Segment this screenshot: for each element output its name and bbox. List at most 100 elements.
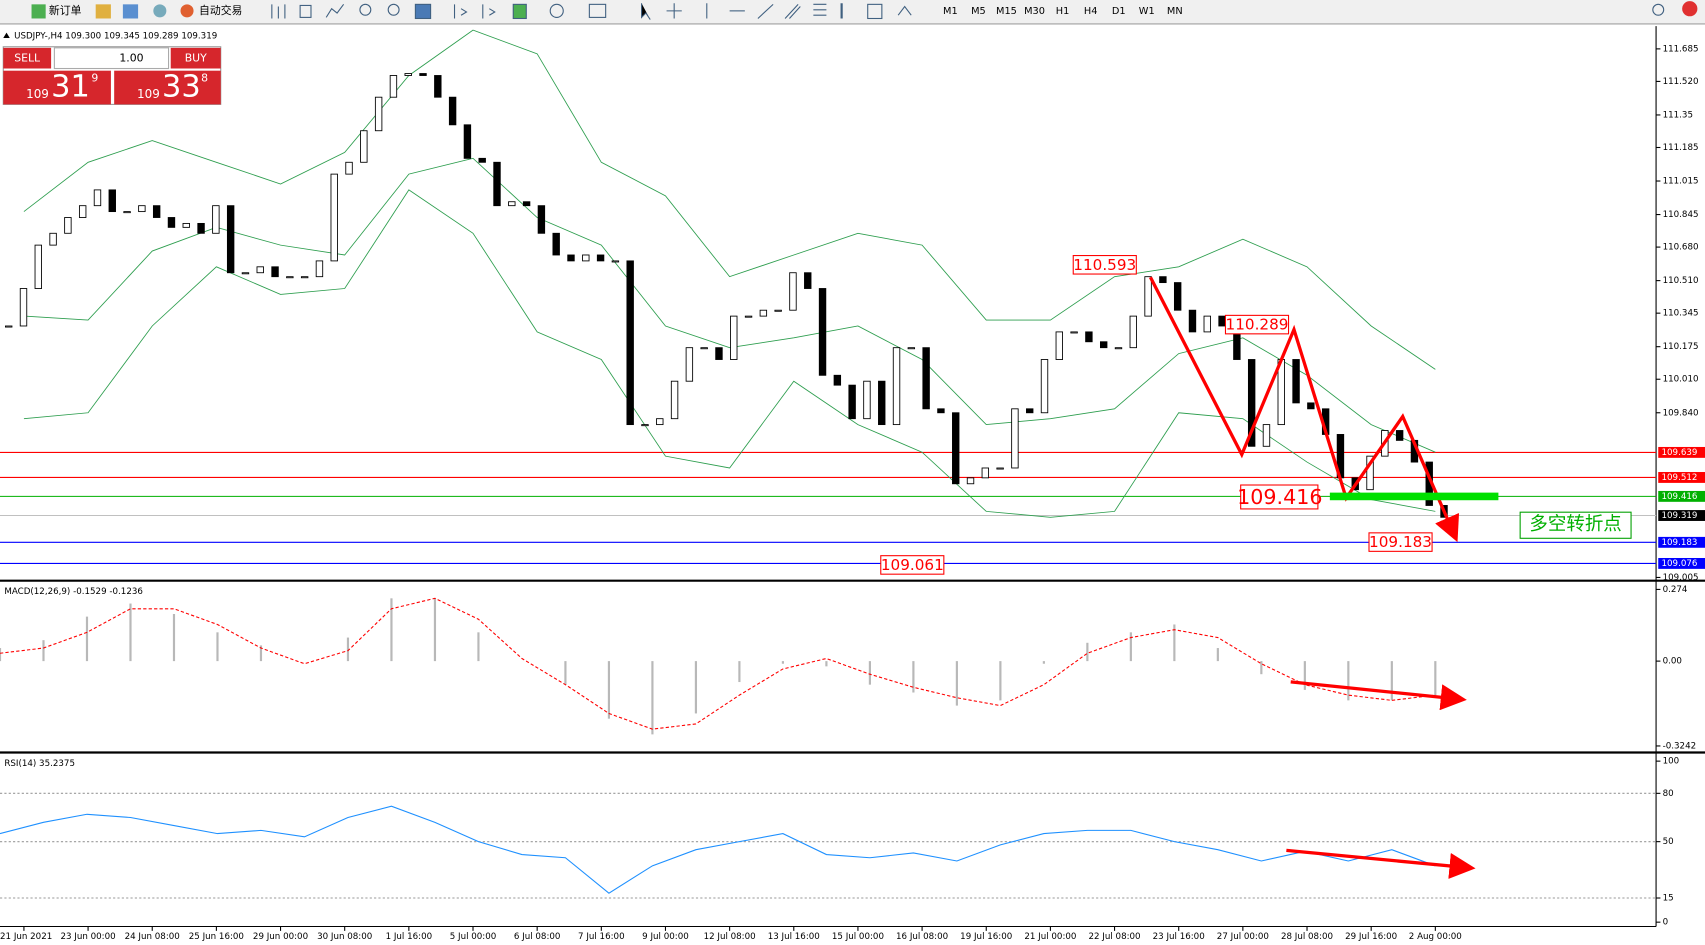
candle bbox=[286, 276, 294, 279]
candle bbox=[833, 374, 842, 386]
period-button[interactable]: M5 bbox=[971, 6, 986, 17]
macd-bar bbox=[85, 616, 89, 662]
annotation-box bbox=[1072, 255, 1137, 275]
period-button[interactable]: D1 bbox=[1112, 6, 1126, 17]
candle bbox=[300, 276, 309, 279]
auto-trading-icon[interactable] bbox=[180, 4, 194, 18]
cursor-icon[interactable] bbox=[641, 3, 651, 20]
tool-icon[interactable] bbox=[153, 4, 167, 18]
candle bbox=[508, 201, 516, 207]
notification-badge[interactable] bbox=[1682, 1, 1698, 17]
candle bbox=[389, 75, 398, 98]
scroll-icon[interactable] bbox=[453, 4, 468, 19]
new-order-button[interactable]: 新订单 bbox=[49, 3, 82, 17]
y-tick-label: 111.185 bbox=[1663, 143, 1699, 153]
candle bbox=[848, 384, 856, 420]
indicators-icon[interactable] bbox=[512, 3, 527, 20]
candle bbox=[1026, 408, 1034, 414]
y-tick-label: 50 bbox=[1663, 837, 1674, 847]
new-order-icon[interactable] bbox=[31, 4, 46, 19]
x-tick-label: 29 Jul 16:00 bbox=[1345, 932, 1397, 942]
channel-icon[interactable] bbox=[784, 3, 801, 19]
sell-button[interactable] bbox=[3, 47, 52, 69]
sell-price-point[interactable]: 9 bbox=[91, 71, 98, 84]
line-icon[interactable] bbox=[325, 4, 345, 18]
period-button[interactable]: M1 bbox=[943, 6, 958, 17]
x-tick-label: 19 Jul 16:00 bbox=[960, 932, 1012, 942]
candle bbox=[404, 73, 412, 76]
bar-chart-icon[interactable] bbox=[271, 4, 286, 19]
buy-price-point[interactable]: 8 bbox=[201, 71, 208, 84]
macd-bar bbox=[42, 640, 45, 662]
crosshair-icon[interactable] bbox=[666, 3, 682, 19]
y-tick-label: 111.015 bbox=[1663, 177, 1699, 187]
panel-title: MACD(12,26,9) -0.1529 -0.1236 bbox=[4, 587, 143, 597]
sell-price-box[interactable] bbox=[3, 70, 111, 105]
candle bbox=[108, 189, 116, 213]
buy-label[interactable]: BUY bbox=[185, 52, 207, 65]
buy-price-pips[interactable]: 33 bbox=[162, 70, 201, 105]
search-icon[interactable] bbox=[1652, 3, 1665, 16]
macd-bar bbox=[1216, 648, 1219, 662]
sell-price-pips[interactable]: 31 bbox=[51, 70, 90, 105]
x-tick-label: 2 Aug 00:00 bbox=[1409, 932, 1462, 942]
period-button[interactable]: W1 bbox=[1139, 6, 1155, 17]
period-button[interactable]: M30 bbox=[1024, 6, 1045, 17]
macd-bar bbox=[0, 648, 2, 662]
fibo-icon[interactable] bbox=[813, 3, 827, 16]
x-tick-label: 16 Jul 08:00 bbox=[896, 932, 948, 942]
candle bbox=[892, 347, 901, 426]
label-icon[interactable] bbox=[867, 3, 883, 20]
shift-icon[interactable] bbox=[482, 4, 496, 19]
candle bbox=[1188, 309, 1197, 333]
macd-bar bbox=[477, 632, 480, 662]
macd-bar bbox=[1042, 661, 1045, 664]
auto-trading-button[interactable]: 自动交易 bbox=[199, 3, 242, 17]
tool-icon[interactable] bbox=[95, 4, 111, 19]
lots-input[interactable] bbox=[53, 47, 170, 70]
period-button[interactable]: H1 bbox=[1056, 6, 1070, 17]
macd-bar bbox=[825, 661, 828, 667]
annotation: 109.061 bbox=[881, 556, 944, 574]
candle bbox=[1144, 276, 1152, 317]
y-tick-label: 110.175 bbox=[1663, 342, 1699, 352]
x-tick-label: 22 Jul 08:00 bbox=[1089, 932, 1141, 942]
candle bbox=[1173, 282, 1182, 311]
macd-bar bbox=[346, 637, 350, 662]
tile-icon[interactable] bbox=[414, 3, 432, 20]
macd-bar bbox=[433, 598, 437, 662]
periods-icon[interactable] bbox=[549, 3, 564, 18]
buy-price-big[interactable]: 109 bbox=[137, 87, 160, 101]
x-tick-label: 5 Jul 00:00 bbox=[450, 932, 497, 942]
annotation: 109.416 bbox=[1237, 485, 1322, 509]
macd-bar bbox=[390, 598, 393, 662]
arrows-icon[interactable] bbox=[897, 5, 912, 16]
candle bbox=[330, 173, 338, 262]
zoom-out-icon[interactable] bbox=[387, 3, 400, 16]
period-button[interactable]: H4 bbox=[1084, 6, 1098, 17]
templates-icon[interactable] bbox=[588, 3, 607, 18]
trendline-icon[interactable] bbox=[757, 3, 774, 19]
plot-bg bbox=[0, 26, 1705, 945]
candle bbox=[1159, 276, 1167, 284]
sell-price-big[interactable]: 109 bbox=[26, 87, 49, 101]
candle bbox=[567, 254, 575, 262]
lots-value[interactable]: 1.00 bbox=[119, 52, 143, 65]
tool-icon[interactable] bbox=[122, 4, 139, 19]
sell-label[interactable]: SELL bbox=[14, 52, 40, 65]
candle-icon[interactable] bbox=[299, 4, 312, 18]
macd-bar bbox=[1086, 642, 1089, 662]
zoom-in-icon[interactable] bbox=[359, 3, 372, 16]
buy-price-box[interactable] bbox=[114, 70, 221, 105]
title-marker bbox=[3, 32, 10, 39]
candle bbox=[656, 418, 664, 426]
candle bbox=[966, 477, 975, 485]
candle bbox=[715, 347, 723, 360]
macd-bar bbox=[868, 661, 871, 685]
candle bbox=[744, 315, 753, 318]
period-button[interactable]: MN bbox=[1167, 6, 1183, 17]
period-button[interactable]: M15 bbox=[996, 6, 1017, 17]
candle bbox=[730, 315, 738, 360]
buy-button[interactable] bbox=[170, 47, 221, 69]
